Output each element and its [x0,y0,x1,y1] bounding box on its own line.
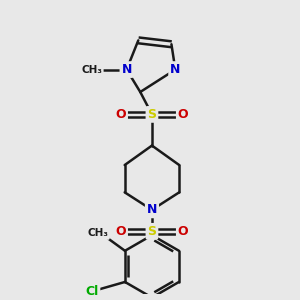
Text: O: O [116,225,126,238]
Text: S: S [147,225,156,238]
Text: CH₃: CH₃ [81,64,102,75]
Text: S: S [147,108,156,121]
Text: O: O [178,108,188,121]
Text: O: O [116,108,126,121]
Text: CH₃: CH₃ [87,228,108,238]
Text: O: O [178,225,188,238]
Text: N: N [122,63,132,76]
Text: N: N [147,203,157,216]
Text: N: N [170,63,181,76]
Text: Cl: Cl [85,285,98,298]
